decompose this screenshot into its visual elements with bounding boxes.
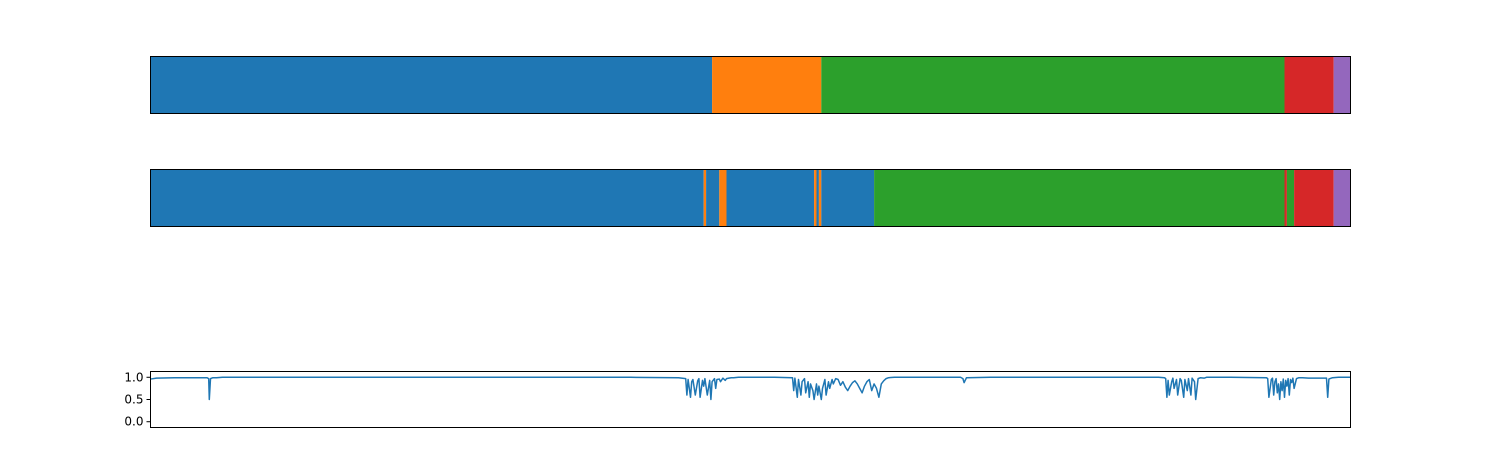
- strip-2-segment-2: [703, 169, 707, 227]
- strip-2-segment-12: [1286, 169, 1295, 227]
- y-tick-label-2: 0.5: [124, 393, 143, 407]
- strip-2-segment-3: [706, 169, 720, 227]
- strip-2-frame: [150, 169, 1351, 227]
- segment-strip-1: [150, 56, 1351, 114]
- strip-2-segment-11: [1284, 169, 1287, 227]
- strip-1-segment-2: [712, 56, 822, 114]
- strip-2-segment-14: [1333, 169, 1351, 227]
- strip-1-frame: [150, 56, 1351, 114]
- strip-2-segment-4: [719, 169, 727, 227]
- strip-2-segment-7: [816, 169, 819, 227]
- y-tick-label-1: 1.0: [124, 370, 143, 384]
- strip-2-segment-5: [726, 169, 815, 227]
- segment-strip-2: [150, 169, 1351, 227]
- strip-2-segment-13: [1294, 169, 1334, 227]
- strip-1-segment-1: [150, 56, 713, 114]
- y-tick-label-3: 0.0: [124, 415, 143, 429]
- strip-2-segment-9: [821, 169, 875, 227]
- strip-2-segment-6: [814, 169, 817, 227]
- strip-2-segment-1: [150, 169, 704, 227]
- line-plot-frame: [150, 371, 1351, 428]
- strip-1-segment-4: [1284, 56, 1334, 114]
- line-plot: 1.0 0.5 0.0: [124, 370, 1351, 429]
- strip-2-segment-10: [874, 169, 1285, 227]
- strip-1-segment-3: [821, 56, 1285, 114]
- strip-1-segment-5: [1333, 56, 1351, 114]
- line-series: [150, 376, 1351, 401]
- strip-2-segment-8: [818, 169, 822, 227]
